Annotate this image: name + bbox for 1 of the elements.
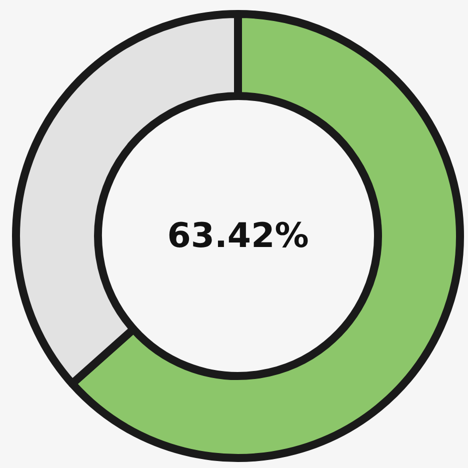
text: 63.42% (167, 216, 309, 256)
